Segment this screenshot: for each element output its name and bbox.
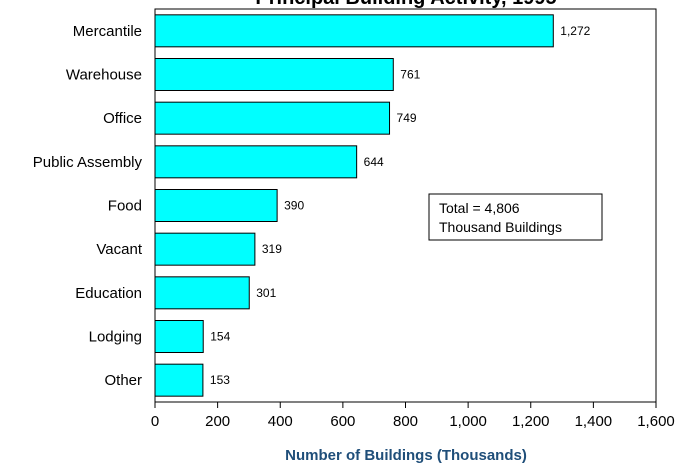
value-label: 154 xyxy=(210,330,230,344)
value-label: 390 xyxy=(284,199,304,213)
category-label: Warehouse xyxy=(66,67,142,84)
category-label: Office xyxy=(103,110,142,127)
value-label: 749 xyxy=(397,111,417,125)
value-label: 1,272 xyxy=(560,24,590,38)
bar xyxy=(154,14,554,48)
bar xyxy=(154,276,250,310)
bar xyxy=(154,363,204,397)
x-axis-title: Number of Buildings (Thousands) xyxy=(285,447,527,464)
x-tick-label: 600 xyxy=(330,413,355,430)
category-label: Mercantile xyxy=(73,23,142,40)
value-label: 761 xyxy=(400,68,420,82)
bar xyxy=(154,232,256,266)
category-label: Food xyxy=(108,198,142,215)
bar xyxy=(154,145,358,179)
chart-title: Principal Building Activity, 1995 xyxy=(255,0,556,9)
plot-area: 1,272 Mercantile 761 Warehouse 749 Office 644 P… xyxy=(33,8,675,430)
x-tick-label: 1,400 xyxy=(575,413,613,430)
category-label: Education xyxy=(75,285,142,302)
value-label: 319 xyxy=(262,242,282,256)
bar xyxy=(154,58,394,91)
annotation-line-1: Total = 4,806 xyxy=(439,200,520,216)
x-tick-label: 400 xyxy=(268,413,293,430)
x-tick-label: 200 xyxy=(205,413,230,430)
bar xyxy=(154,189,278,222)
annotation-line-2: Thousand Buildings xyxy=(439,219,562,235)
category-label: Vacant xyxy=(96,241,142,258)
value-label: 301 xyxy=(256,286,276,300)
x-tick-label: 1,000 xyxy=(449,413,487,430)
category-label: Lodging xyxy=(89,329,142,346)
x-tick-label: 0 xyxy=(151,413,159,430)
bar xyxy=(154,320,204,353)
x-tick-label: 1,200 xyxy=(512,413,550,430)
x-tick-label: 1,600 xyxy=(637,413,675,430)
category-label: Public Assembly xyxy=(33,154,143,171)
annotation-box: Total = 4,806 Thousand Buildings xyxy=(428,193,603,241)
category-label: Other xyxy=(104,372,142,389)
bar xyxy=(154,101,391,135)
value-label: 153 xyxy=(210,373,230,387)
value-label: 644 xyxy=(364,155,384,169)
x-tick-label: 800 xyxy=(393,413,418,430)
